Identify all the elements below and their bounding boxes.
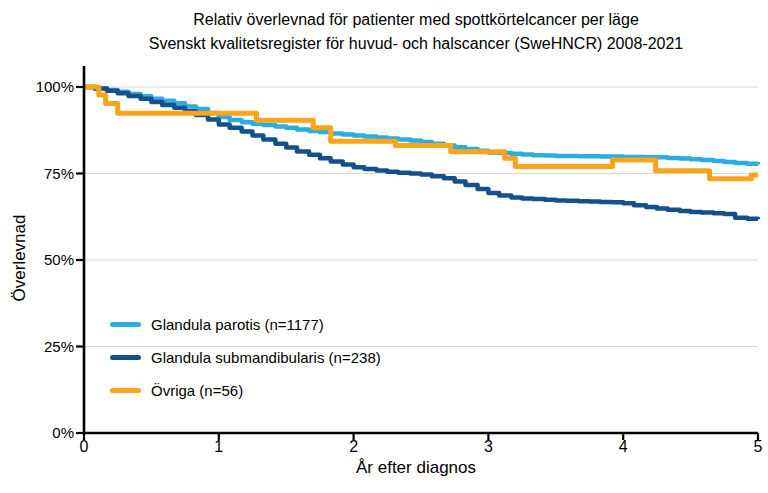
y-tick-label-25: 25% [26, 338, 74, 356]
legend-item: Glandula parotis (n=1177) [110, 308, 381, 341]
survival-curve-parotis [84, 87, 758, 165]
relative-survival-chart: Relativ överlevnad för patienter med spo… [0, 0, 768, 493]
chart-title: Relativ överlevnad för patienter med spo… [74, 8, 758, 32]
y-tick-label-50: 50% [26, 251, 74, 269]
legend-swatch-2 [110, 388, 141, 393]
y-tick-label-100: 100% [26, 78, 74, 96]
y-tick-label-75: 75% [26, 165, 74, 183]
x-tick-label-1: 1 [205, 438, 233, 456]
legend-label: Glandula submandibularis (n=238) [151, 349, 381, 366]
x-tick-label-5: 5 [744, 438, 768, 456]
x-tick-label-2: 2 [340, 438, 368, 456]
plot-area [0, 0, 768, 493]
survival-curve-ovriga [84, 87, 758, 179]
y-tick-label-0: 0% [26, 424, 74, 442]
legend-label: Glandula parotis (n=1177) [151, 316, 324, 333]
legend: Glandula parotis (n=1177) Glandula subman… [110, 308, 381, 407]
chart-title-block: Relativ överlevnad för patienter med spo… [74, 8, 758, 56]
survival-curve-submandibularis [84, 87, 758, 219]
legend-item: Övriga (n=56) [110, 374, 381, 407]
x-tick-label-0: 0 [70, 438, 98, 456]
x-tick-label-3: 3 [474, 438, 502, 456]
legend-item: Glandula submandibularis (n=238) [110, 341, 381, 374]
chart-subtitle: Svenskt kvalitetsregister för huvud- och… [74, 32, 758, 56]
legend-swatch-1 [110, 355, 141, 360]
legend-label: Övriga (n=56) [151, 382, 243, 399]
x-tick-label-4: 4 [609, 438, 637, 456]
x-axis-label: År efter diagnos [74, 458, 758, 478]
legend-swatch-0 [110, 322, 141, 327]
